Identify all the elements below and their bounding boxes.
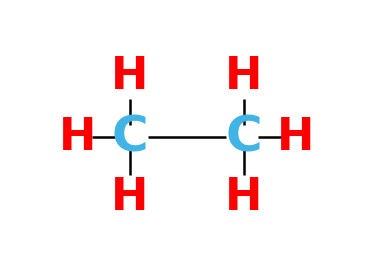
Text: C: C bbox=[226, 113, 263, 161]
Text: H: H bbox=[225, 176, 263, 218]
Text: H: H bbox=[111, 176, 149, 218]
Text: H: H bbox=[111, 56, 149, 98]
Text: H: H bbox=[225, 56, 263, 98]
Text: C: C bbox=[111, 113, 148, 161]
Text: H: H bbox=[59, 116, 97, 158]
Text: H: H bbox=[277, 116, 315, 158]
